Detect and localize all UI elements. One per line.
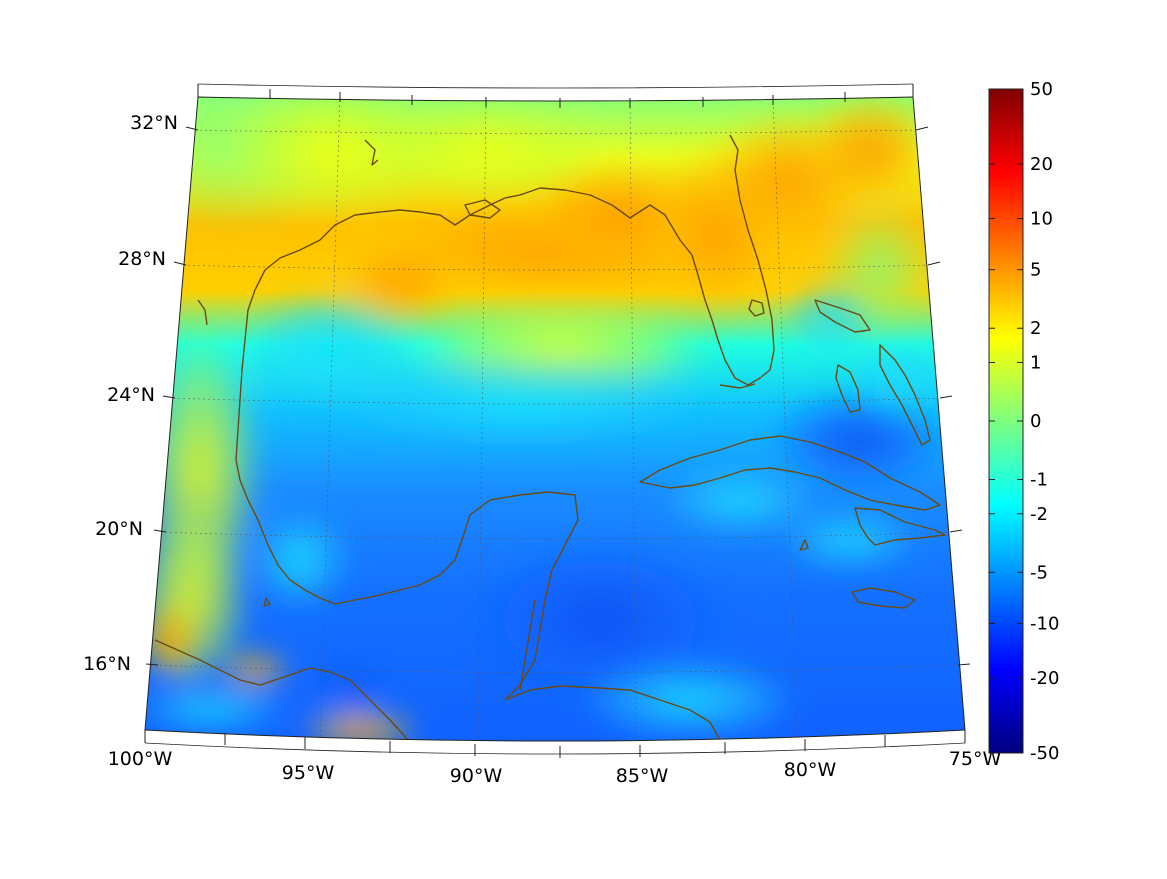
colorbar-label: -20 [1030,668,1059,689]
lat-label: 32°N [130,112,178,134]
colorbar-label: -50 [1030,743,1059,764]
lat-label: 24°N [107,384,155,406]
lat-label: 28°N [118,248,166,270]
bahamas-north [814,299,871,333]
lat-label: 20°N [95,518,143,540]
colorbar-label: 0 [1030,411,1041,432]
pacific-coastline [154,639,411,741]
jamaica [851,587,916,609]
yucatan-peninsula [519,599,536,691]
lon-label: 100°W [108,748,173,770]
cuba [639,435,941,511]
bahamas-east [879,344,931,446]
colorbar-label: 2 [1030,318,1041,339]
lon-label: 80°W [784,759,837,781]
lake-okeechobee [748,299,765,317]
colorbar-label: 10 [1030,209,1053,230]
lon-label: 85°W [616,765,669,787]
hispaniola [854,507,946,546]
map-frame [144,83,971,758]
colorbar-label: -2 [1030,504,1048,525]
colorbar-label: 20 [1030,154,1053,175]
longitude-labels: 100°W 95°W 90°W 85°W 80°W 75°W [108,748,1002,787]
coastlines [154,134,946,741]
colorbar-label: 1 [1030,352,1041,373]
lon-label: 90°W [450,765,503,787]
central-america-coastline [504,685,721,741]
colorbar-label: 50 [1030,79,1053,100]
colorbar-label: -1 [1030,470,1048,491]
us-gulf-coastline [235,134,775,701]
colorbar-label: -10 [1030,613,1059,634]
florida-keys [719,383,756,389]
lon-label: 75°W [949,748,1002,770]
colorbar-label: -5 [1030,562,1048,583]
lat-label: 16°N [83,653,131,675]
latitude-labels: 32°N 28°N 24°N 20°N 16°N [83,112,178,675]
graticule [149,97,963,741]
bahamas-andros [835,364,861,413]
colorbar-label: 5 [1030,260,1041,281]
lon-label: 95°W [282,762,335,784]
